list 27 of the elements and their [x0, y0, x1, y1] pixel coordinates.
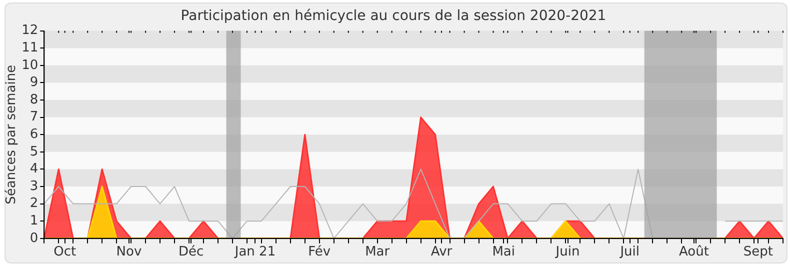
- x-tick-label: Mar: [365, 244, 390, 260]
- y-tick-label: 12: [22, 23, 38, 38]
- y-tick-label: 1: [30, 213, 38, 228]
- x-tick-label: Juil: [619, 244, 640, 260]
- y-tick-label: 4: [30, 162, 38, 177]
- x-tick-label: Mai: [492, 244, 515, 260]
- y-tick-label: 0: [30, 230, 38, 246]
- x-tick-label: Juin: [554, 244, 580, 260]
- x-tick-label: Août: [679, 244, 709, 260]
- y-tick-label: 7: [30, 110, 38, 125]
- x-tick-label: Jan 21: [234, 244, 276, 260]
- x-tick-label: Nov: [116, 244, 142, 260]
- x-tick-label: Sept: [743, 244, 773, 260]
- x-tick-label: Oct: [54, 244, 76, 260]
- x-tick-label: Avr: [430, 244, 453, 260]
- y-axis-title: Séances par semaine: [4, 64, 20, 204]
- y-tick-label: 6: [30, 126, 38, 142]
- y-tick-label: 11: [22, 40, 38, 56]
- x-tick-label: Fév: [308, 244, 331, 260]
- y-tick-label: 8: [30, 92, 38, 108]
- y-tick-label: 10: [22, 58, 38, 73]
- y-tick-label: 3: [30, 178, 38, 194]
- y-tick-label: 2: [30, 196, 38, 212]
- y-tick-label: 5: [30, 144, 38, 160]
- chart-title: Participation en hémicycle au cours de la session 2020-2021: [180, 8, 606, 24]
- x-tick-label: Déc: [178, 244, 204, 260]
- y-tick-label: 9: [30, 75, 38, 90]
